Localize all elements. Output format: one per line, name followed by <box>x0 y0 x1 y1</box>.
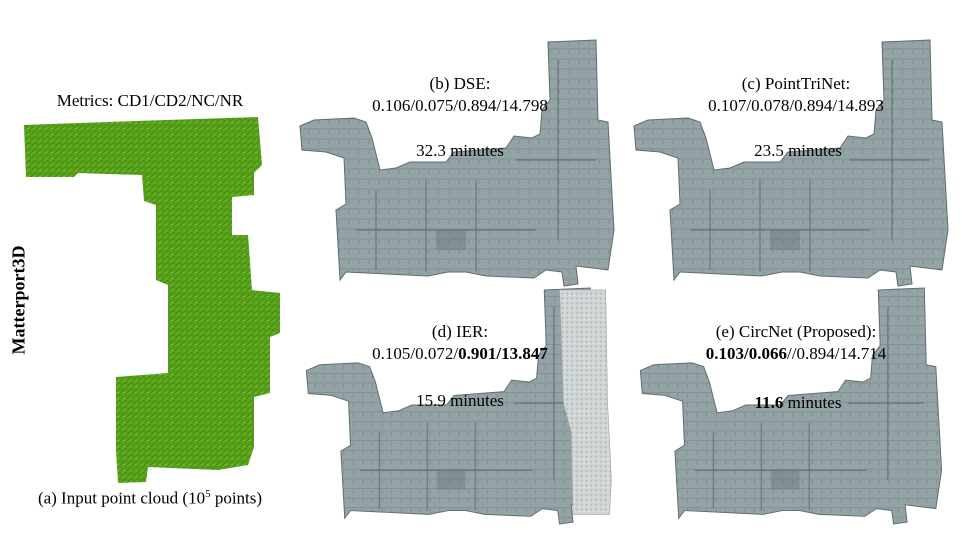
ier-time: 15.9 minutes <box>416 391 504 410</box>
circnet-time: 11.6 minutes <box>754 393 842 412</box>
dse-metrics: 0.106/0.075/0.894/14.798 <box>372 96 548 115</box>
ier-title: (d) IER: <box>431 322 489 341</box>
pointtrinet-time: 23.5 minutes <box>754 141 842 160</box>
dse-title: (b) DSE: <box>429 74 491 93</box>
circnet-title: (e) CircNet (Proposed): <box>715 322 877 341</box>
pointtrinet-metrics: 0.107/0.078/0.894/14.893 <box>708 96 884 115</box>
input-caption: (a) Input point cloud (105 points) <box>37 488 263 508</box>
input-point-cloud <box>24 117 280 483</box>
circnet-metrics: 0.103/0.066//0.894/14.714 <box>705 344 887 363</box>
noisy-region <box>559 289 612 515</box>
mesh-ier <box>305 287 612 525</box>
metrics-legend: Metrics: CD1/CD2/NC/NR <box>56 91 244 110</box>
ier-metrics: 0.105/0.072/0.901/13.847 <box>372 344 548 363</box>
dse-time: 32.3 minutes <box>416 141 504 160</box>
pointtrinet-title: (c) PointTriNet: <box>741 74 851 93</box>
